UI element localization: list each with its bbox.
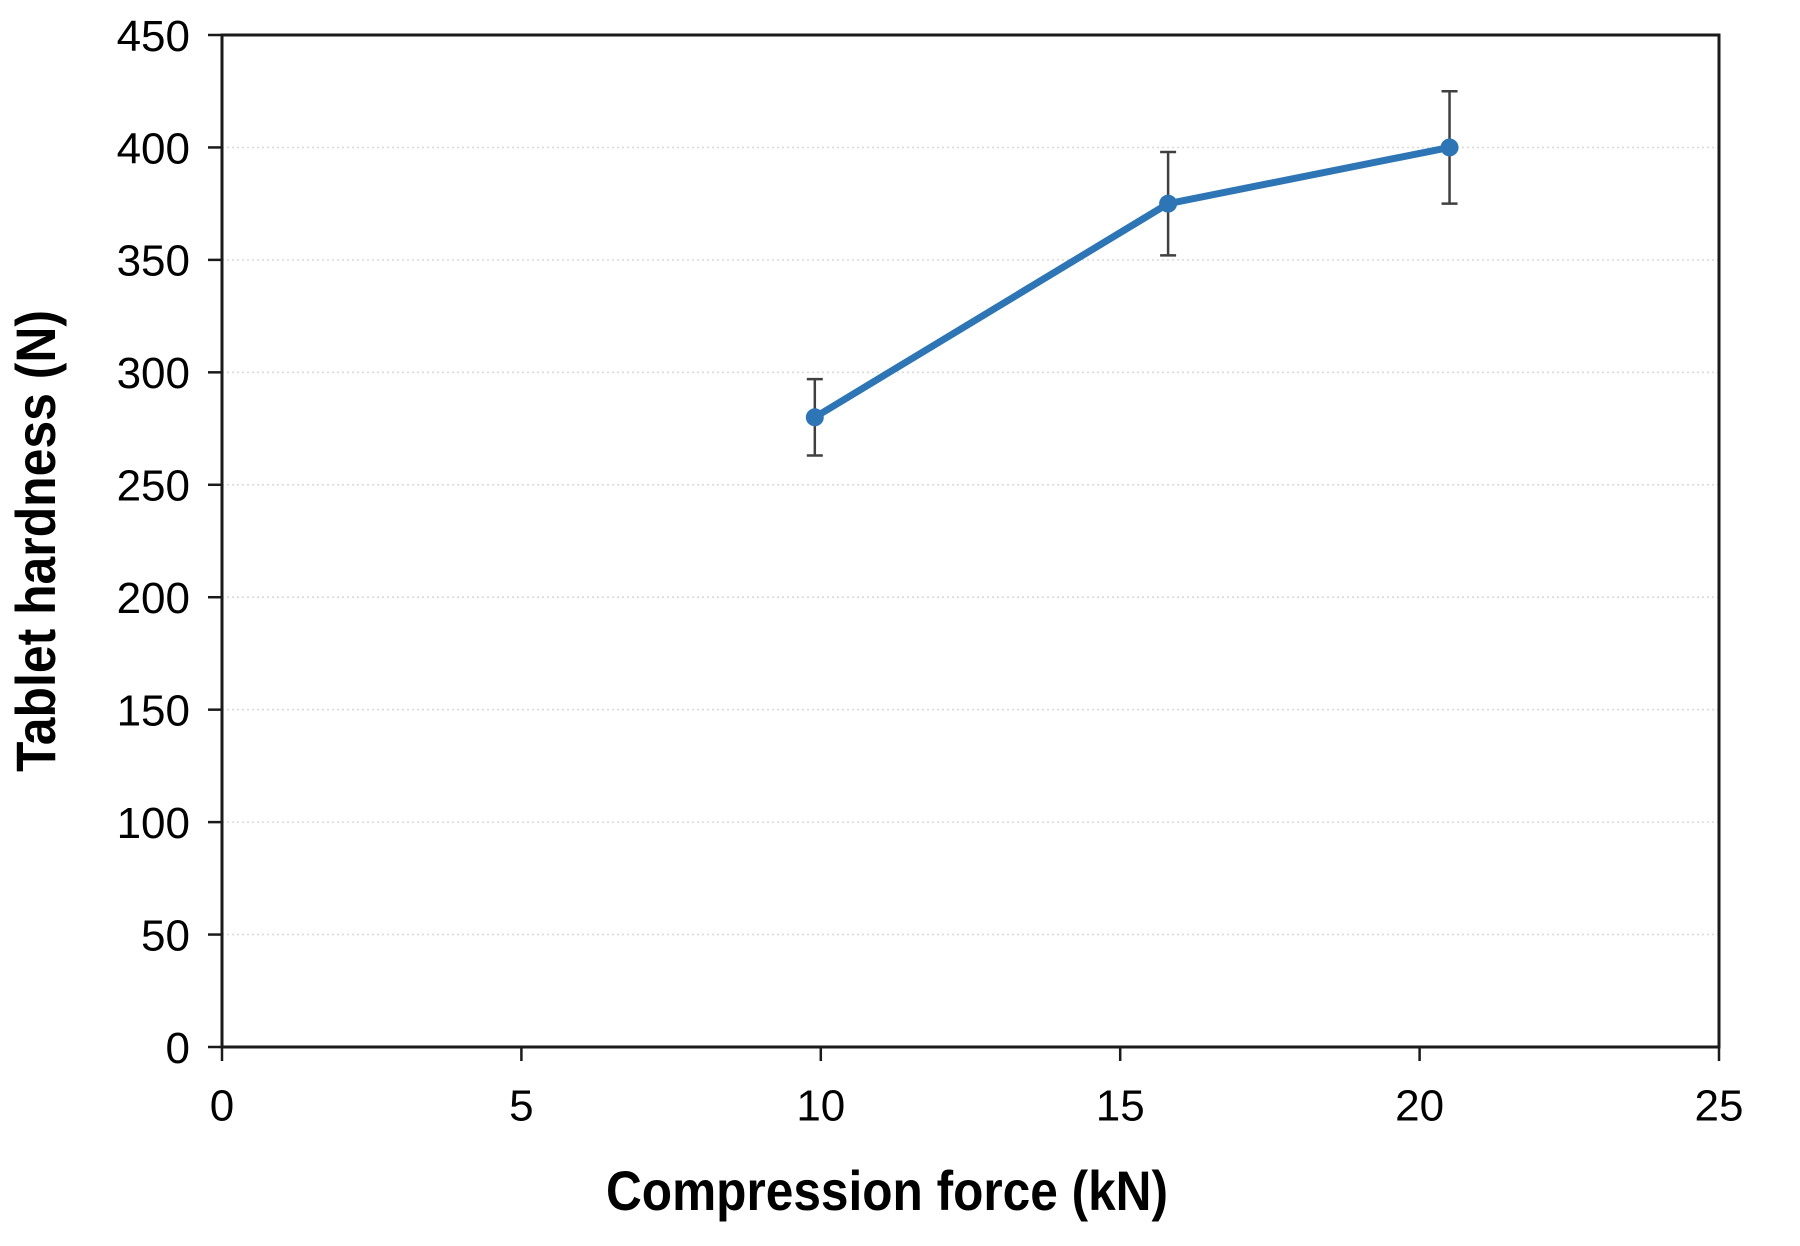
y-tick-label: 100 — [117, 799, 190, 848]
x-tick-label: 20 — [1395, 1082, 1444, 1131]
y-tick-label: 150 — [117, 687, 190, 736]
series-group — [805, 138, 1459, 427]
error-bars-group — [806, 89, 1458, 457]
y-tick-label: 450 — [117, 12, 190, 61]
tick-labels-group: 0 50 100 150 200 250 300 350 400 450 0 5 10 15 20 25 — [117, 12, 1744, 1131]
x-tick-label: 15 — [1096, 1082, 1145, 1131]
y-tick-label: 50 — [141, 911, 190, 960]
plot-border-group — [220, 33, 1721, 1049]
y-tick-label: 200 — [117, 574, 190, 623]
y-tick-label: 250 — [117, 462, 190, 511]
y-tick-label: 300 — [117, 349, 190, 398]
x-axis-title: Compression force (kN) — [606, 1159, 1168, 1222]
y-tick-label: 350 — [117, 237, 190, 286]
tick-marks-group — [208, 33, 1721, 1061]
y-axis-title: Tablet hardness (N) — [4, 310, 67, 772]
data-point-marker — [1159, 194, 1178, 213]
y-tick-label: 0 — [166, 1024, 190, 1073]
x-tick-label: 5 — [509, 1082, 533, 1131]
gridlines-group — [222, 146, 1719, 936]
data-point-marker — [1440, 138, 1459, 157]
plot-border — [220, 33, 1721, 1049]
y-tick-label: 400 — [117, 124, 190, 173]
series-line — [811, 143, 1454, 421]
x-tick-label: 25 — [1695, 1082, 1744, 1131]
x-tick-label: 10 — [796, 1082, 845, 1131]
data-point-marker — [805, 408, 824, 427]
x-tick-label: 0 — [210, 1082, 234, 1131]
